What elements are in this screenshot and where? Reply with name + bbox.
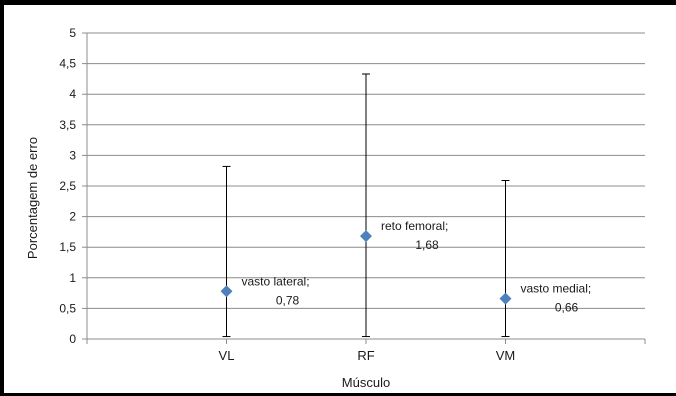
- x-axis-title: Músculo: [342, 375, 390, 390]
- data-labels: vasto lateral; 0,78 reto femoral; 1,68 vasto…: [242, 219, 592, 314]
- data-point: [220, 285, 233, 298]
- data-label-value: 0,78: [276, 293, 300, 307]
- data-point: [360, 230, 372, 243]
- x-category-label: RF: [357, 348, 374, 363]
- y-tick-label: 2,5: [59, 179, 76, 193]
- data-label-value: 0,66: [555, 301, 579, 315]
- y-tick-label: 0: [69, 332, 76, 346]
- data-points: [220, 230, 512, 305]
- y-tick-label: 3: [69, 148, 76, 162]
- data-point: [499, 292, 512, 305]
- y-tick-label: 4: [69, 87, 76, 101]
- error-bars: [222, 73, 510, 338]
- y-tick-label: 1: [69, 271, 76, 285]
- y-tick-label: 3,5: [59, 118, 76, 132]
- x-axis: VL RF VM: [86, 33, 646, 363]
- y-tick-label: 0,5: [59, 301, 76, 315]
- x-category-label: VL: [219, 348, 235, 363]
- y-axis-title: Porcentagem de erro: [25, 137, 40, 259]
- data-label-name: reto femoral;: [381, 219, 448, 233]
- data-label-value: 1,68: [415, 238, 439, 252]
- y-tick-label: 5: [69, 26, 76, 40]
- x-category-label: VM: [496, 348, 516, 363]
- y-tick-label: 2: [69, 210, 76, 224]
- y-tick-labels: 0 0,5 1 1,5 2 2,5 3 3,5 4 4,5 5: [59, 26, 76, 346]
- data-label-name: vasto lateral;: [242, 274, 310, 288]
- data-label-name: vasto medial;: [521, 282, 592, 296]
- y-tick-label: 1,5: [59, 240, 76, 254]
- y-tick-label: 4,5: [59, 57, 76, 71]
